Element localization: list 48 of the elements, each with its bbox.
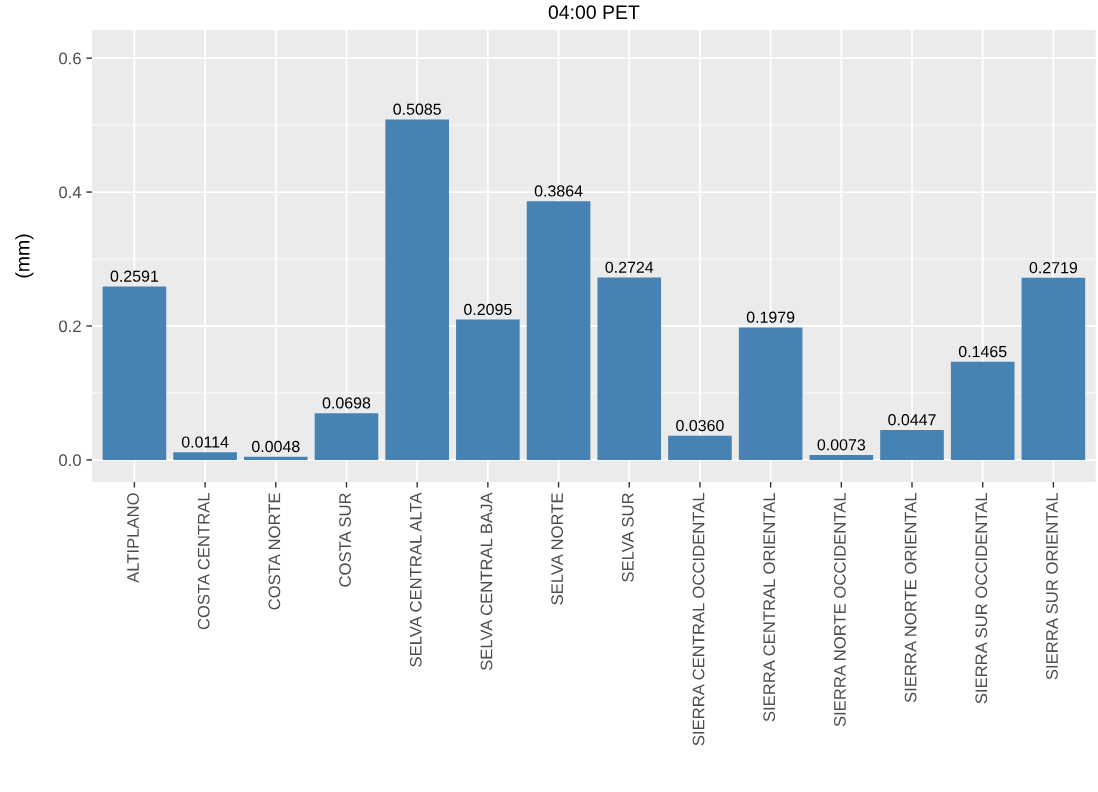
x-tick-label: SIERRA NORTE ORIENTAL <box>904 492 917 703</box>
x-tick-label: COSTA SUR <box>339 493 351 587</box>
bar <box>950 361 1015 460</box>
data-label: 0.0447 <box>888 414 936 426</box>
bar <box>314 413 379 460</box>
bar <box>102 286 167 460</box>
data-label: 0.5085 <box>393 103 441 115</box>
data-label: 0.0360 <box>676 419 724 432</box>
bar <box>880 429 944 460</box>
x-tick-label: SELVA NORTE <box>551 493 564 605</box>
data-label: 0.0073 <box>817 439 866 451</box>
x-tick-label: SELVA SUR <box>621 493 634 582</box>
bar <box>526 201 591 460</box>
x-tick-label: SIERRA NORTE OCCIDENTAL <box>833 492 846 727</box>
x-tick-label: SIERRA SUR ORIENTAL <box>1046 492 1058 680</box>
x-tick-label: COSTA NORTE <box>268 493 281 610</box>
bar <box>456 319 520 460</box>
data-label: 0.2724 <box>605 261 654 273</box>
bar <box>597 277 662 460</box>
data-label: 0.3864 <box>534 185 583 197</box>
chart-title: 04:00 PET <box>548 5 640 20</box>
x-tick-label: SIERRA CENTRAL ORIENTAL <box>763 492 776 722</box>
data-label: 0.2719 <box>1029 261 1078 274</box>
bar <box>738 327 803 460</box>
y-axis-title: (mm) <box>15 234 34 278</box>
data-label: 0.2095 <box>464 303 512 316</box>
data-label: 0.1979 <box>746 311 795 323</box>
data-label: 0.0048 <box>252 440 300 453</box>
data-label: 0.0698 <box>322 397 371 409</box>
y-tick-label: 0.4 <box>59 186 82 199</box>
x-tick-label: COSTA CENTRAL <box>197 492 210 630</box>
x-tick-label: SIERRA CENTRAL OCCIDENTAL <box>692 492 705 746</box>
bar <box>668 435 732 460</box>
data-label: 0.0114 <box>181 436 229 448</box>
bar <box>1021 277 1086 460</box>
y-tick-label: 0.6 <box>59 52 81 65</box>
data-label: 0.1465 <box>958 345 1007 358</box>
x-tick-label: SELVA CENTRAL BAJA <box>480 492 493 671</box>
bar <box>385 119 449 460</box>
y-tick-label: 0.0 <box>59 454 81 467</box>
x-tick-label: SELVA CENTRAL ALTA <box>409 492 422 667</box>
bar <box>809 455 874 460</box>
x-tick-label: ALTIPLANO <box>127 493 139 583</box>
x-tick-label: SIERRA SUR OCCIDENTAL <box>975 492 988 704</box>
bar <box>173 452 237 460</box>
data-label: 0.2591 <box>110 270 159 282</box>
y-tick-label: 0.2 <box>59 320 81 333</box>
bar <box>243 456 308 460</box>
